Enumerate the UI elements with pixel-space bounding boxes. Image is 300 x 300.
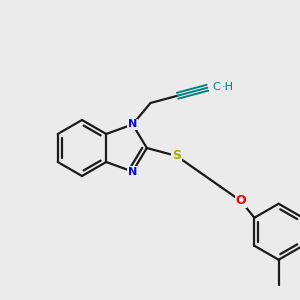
Text: C: C [212,82,220,92]
Text: N: N [128,119,137,129]
Text: S: S [172,149,181,163]
Text: ·H: ·H [221,82,233,92]
Text: O: O [236,194,246,207]
Text: N: N [128,167,137,177]
